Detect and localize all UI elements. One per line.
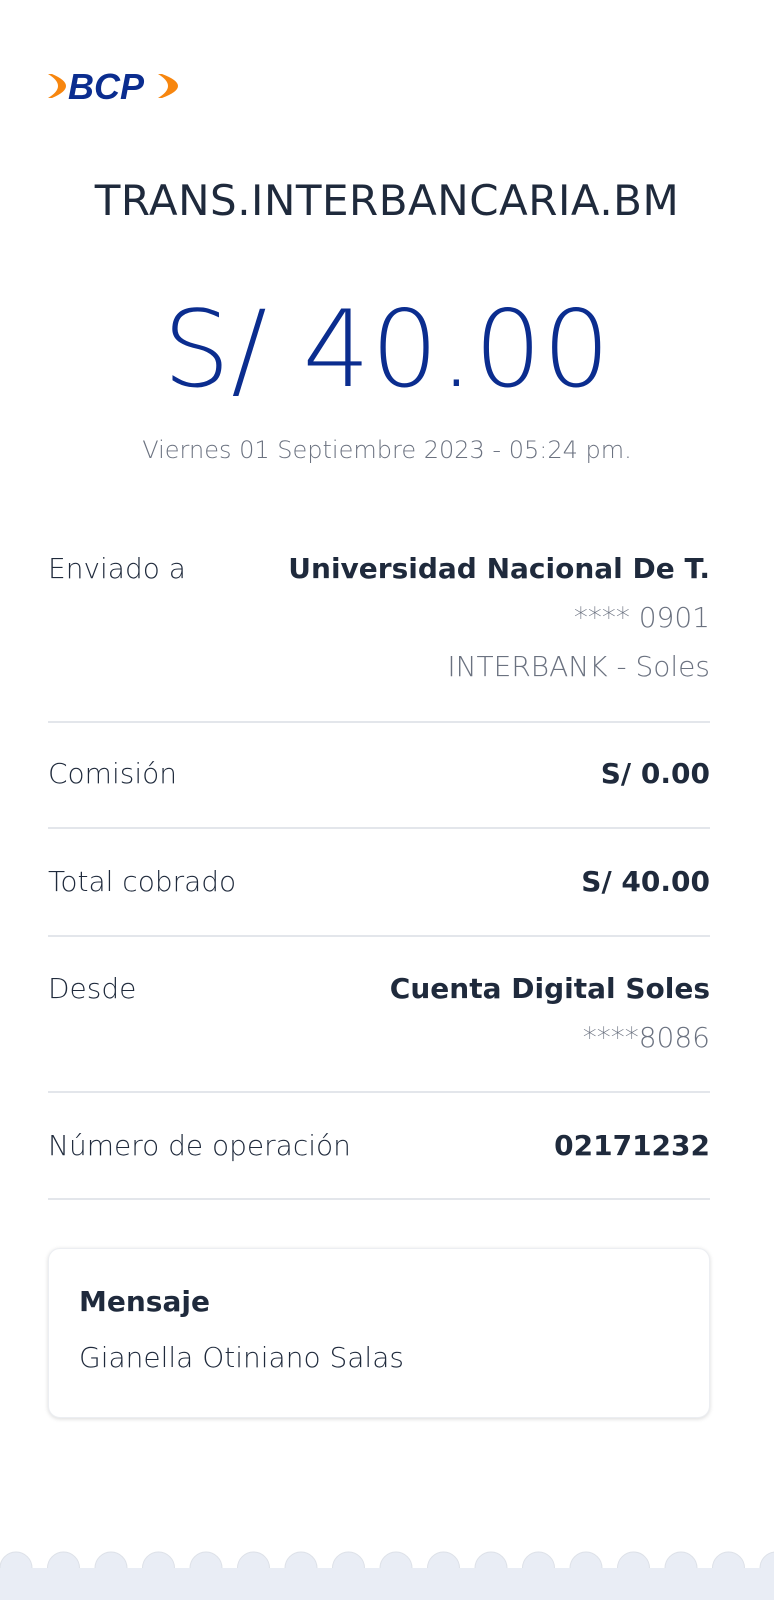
detail-operation: Número de operación 02171232	[48, 1129, 710, 1169]
commission-label: Comisión	[48, 757, 177, 790]
divider	[48, 827, 710, 829]
from-account-name: Cuenta Digital Soles	[389, 972, 710, 1005]
message-title: Mensaje	[79, 1285, 210, 1318]
divider	[48, 721, 710, 723]
recipient-name: Universidad Nacional De T.	[288, 552, 710, 585]
divider	[48, 1091, 710, 1093]
detail-sent-to: Enviado a Universidad Nacional De T. ***…	[48, 552, 710, 702]
recipient-bank: INTERBANK - Soles	[447, 650, 710, 683]
total-label: Total cobrado	[48, 865, 237, 898]
operation-label: Número de operación	[48, 1129, 351, 1162]
message-card: Mensaje Gianella Otiniano Salas	[48, 1248, 710, 1418]
divider	[48, 935, 710, 937]
from-account-number: ****8086	[582, 1021, 710, 1054]
commission-value: S/ 0.00	[600, 757, 710, 790]
detail-total: Total cobrado S/ 40.00	[48, 865, 710, 905]
operation-number: 02171232	[554, 1129, 710, 1162]
from-label: Desde	[48, 972, 137, 1005]
sent-to-label: Enviado a	[48, 552, 186, 585]
divider	[48, 1198, 710, 1200]
bcp-logo: BCP	[48, 66, 178, 106]
transaction-amount: S/ 40.00	[162, 288, 612, 411]
message-text: Gianella Otiniano Salas	[79, 1341, 404, 1374]
receipt-scalloped-edge	[0, 1551, 774, 1600]
total-value: S/ 40.00	[581, 865, 710, 898]
transaction-type-title: TRANS.INTERBANCARIA.BM	[94, 176, 680, 225]
svg-text:BCP: BCP	[68, 66, 145, 106]
transaction-date: Viernes 01 Septiembre 2023 - 05:24 pm.	[142, 436, 632, 464]
detail-from: Desde Cuenta Digital Soles ****8086	[48, 972, 710, 1072]
recipient-account: **** 0901	[573, 601, 710, 634]
detail-commission: Comisión S/ 0.00	[48, 757, 710, 797]
